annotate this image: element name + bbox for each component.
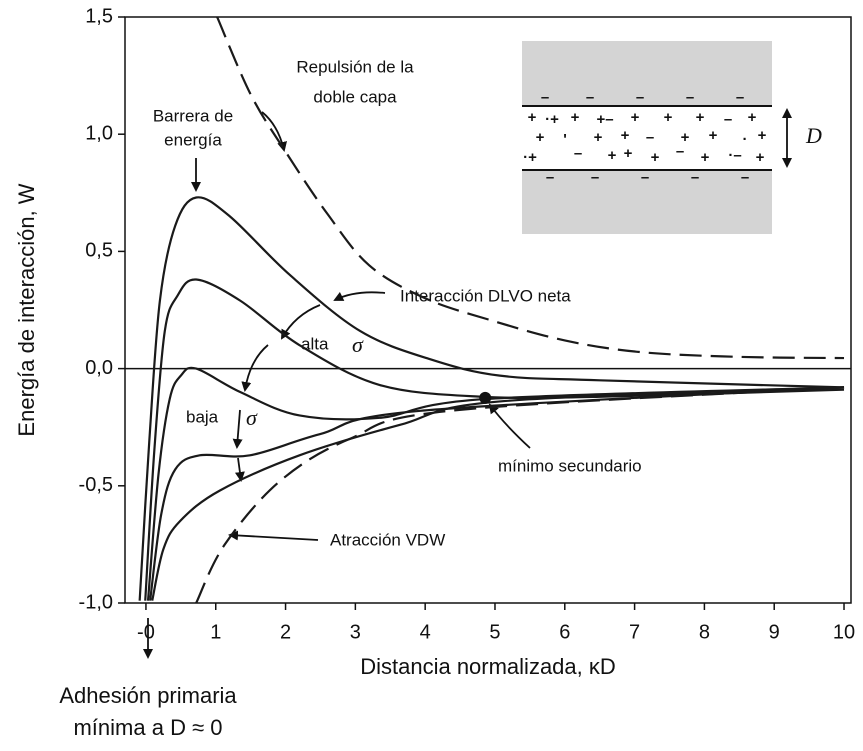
x-axis-label: Distancia normalizada, κD [360,654,616,679]
annotation: energía [164,130,222,149]
svg-text:–: – [591,169,599,186]
x-tick-label: 4 [420,621,431,643]
svg-text:–: – [686,89,694,106]
annotation: σ [246,405,258,430]
inset-label: D [805,123,822,148]
svg-text:+: + [664,109,673,126]
svg-text:+: + [758,127,767,144]
svg-text:–: – [736,89,744,106]
x-tick-label: 2 [280,621,291,643]
svg-text:+: + [651,149,660,166]
svg-text:–: – [641,169,649,186]
annotation-arrows [143,111,531,659]
annotation: Barrera de [153,106,233,125]
svg-text:+: + [631,109,640,126]
svg-text:–: – [741,169,749,186]
x-tick-label: 10 [833,621,855,643]
y-tick-label: 1,0 [85,122,113,144]
y-axis-label: Energía de interacción, W [14,183,39,436]
svg-text:·: · [743,131,748,148]
svg-text:–: – [676,143,684,160]
annotation: mínima a D ≈ 0 [73,715,222,740]
svg-text:': ' [563,131,567,148]
y-tick-label: -0,5 [79,474,113,496]
curve [146,366,845,601]
x-tick-label: 1 [210,621,221,643]
x-tick-label: 7 [629,621,640,643]
svg-text:+: + [756,149,765,166]
inset: – – – – – – – – – – + ·+ + +– + + + – + + ' + + – + + · + ·+ – + + +… [522,41,792,234]
svg-text:–: – [636,89,644,106]
curve [216,17,845,360]
svg-text:+: + [571,109,580,126]
plot-frame [124,16,852,604]
x-tick-label: 9 [769,621,780,643]
svg-text:·+: ·+ [545,111,559,128]
svg-text:–: – [646,129,654,146]
svg-text:+: + [536,129,545,146]
curve [151,386,845,601]
secondary-minimum [479,391,492,404]
svg-text:+: + [709,127,718,144]
svg-text:+–: +– [596,111,613,128]
curve [144,278,845,601]
x-tick-label: -0 [137,621,155,643]
svg-text:+: + [701,149,710,166]
svg-text:+: + [528,109,537,126]
svg-text:–: – [546,169,554,186]
svg-text:+: + [696,109,705,126]
svg-text:+: + [594,129,603,146]
x-tick-label: 3 [350,621,361,643]
svg-text:+: + [624,145,633,162]
annotation: Interacción DLVO neta [400,286,571,305]
svg-text:+: + [621,127,630,144]
annotation: Adhesión primaria [59,683,237,708]
svg-text:–: – [541,89,549,106]
x-tick-label: 6 [559,621,570,643]
y-tick-label: 1,5 [85,5,113,27]
svg-text:–: – [691,169,699,186]
annotation: Atracción VDW [330,530,445,549]
svg-text:+: + [608,147,617,164]
x-tick-label: 5 [489,621,500,643]
svg-text:–: – [586,89,594,106]
annotation: Repulsión de la [296,57,414,76]
annotation: baja [186,407,219,426]
x-tick-label: 8 [699,621,710,643]
annotation: mínimo secundario [498,456,642,475]
svg-text:·–: ·– [728,147,741,164]
svg-text:·+: ·+ [523,149,537,166]
y-tick-label: -1,0 [79,591,113,613]
curve [195,386,845,603]
svg-text:–: – [574,145,582,162]
curve [138,196,845,601]
annotation: σ [352,332,364,357]
annotation: doble capa [313,87,397,106]
annotation: alta [301,334,329,353]
svg-text:–: – [724,111,732,128]
svg-text:+: + [681,129,690,146]
y-tick-label: 0,5 [85,240,113,262]
svg-text:+: + [748,109,757,126]
y-tick-label: 0,0 [85,357,113,379]
